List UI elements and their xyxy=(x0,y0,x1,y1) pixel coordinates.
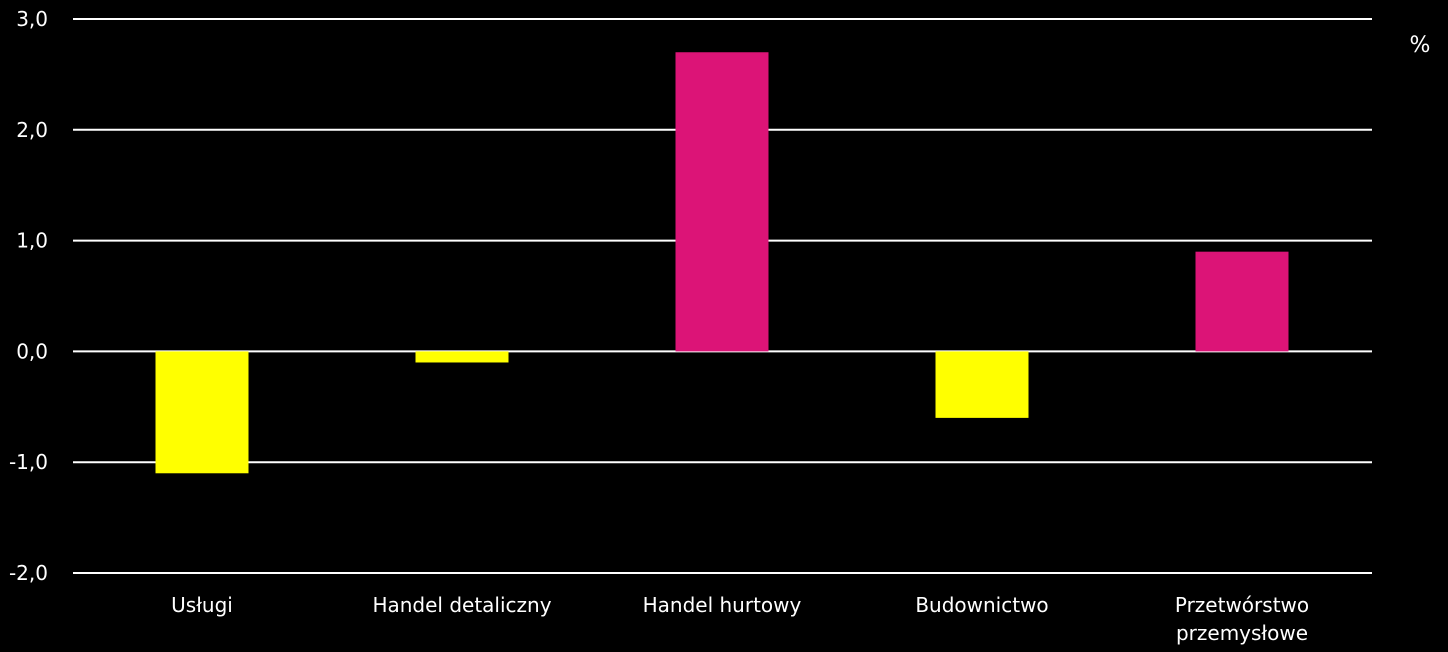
bar xyxy=(155,351,249,474)
category-label: Budownictwo xyxy=(915,593,1048,617)
y-axis-ticks: -2,0 -1,0 0,0 1,0 2,0 3,0 xyxy=(9,7,48,585)
category-label: przemysłowe xyxy=(1176,621,1308,645)
y-tick-label: -2,0 xyxy=(9,561,48,585)
y-tick-label: 3,0 xyxy=(16,7,48,31)
bar xyxy=(935,351,1029,418)
bar xyxy=(415,351,509,363)
category-label: Handel detaliczny xyxy=(372,593,551,617)
bar xyxy=(675,52,769,352)
category-label: Usługi xyxy=(171,593,233,617)
y-tick-label: 2,0 xyxy=(16,118,48,142)
unit-label: % xyxy=(1410,33,1431,58)
category-label: Handel hurtowy xyxy=(643,593,802,617)
category-label: Przetwórstwo xyxy=(1175,593,1309,617)
bars xyxy=(155,52,1289,474)
y-tick-label: 1,0 xyxy=(16,229,48,253)
y-tick-label: 0,0 xyxy=(16,339,48,363)
bar xyxy=(1195,251,1289,352)
y-tick-label: -1,0 xyxy=(9,450,48,474)
x-axis-categories: Usługi Handel detaliczny Handel hurtowy Bud… xyxy=(171,593,1309,645)
